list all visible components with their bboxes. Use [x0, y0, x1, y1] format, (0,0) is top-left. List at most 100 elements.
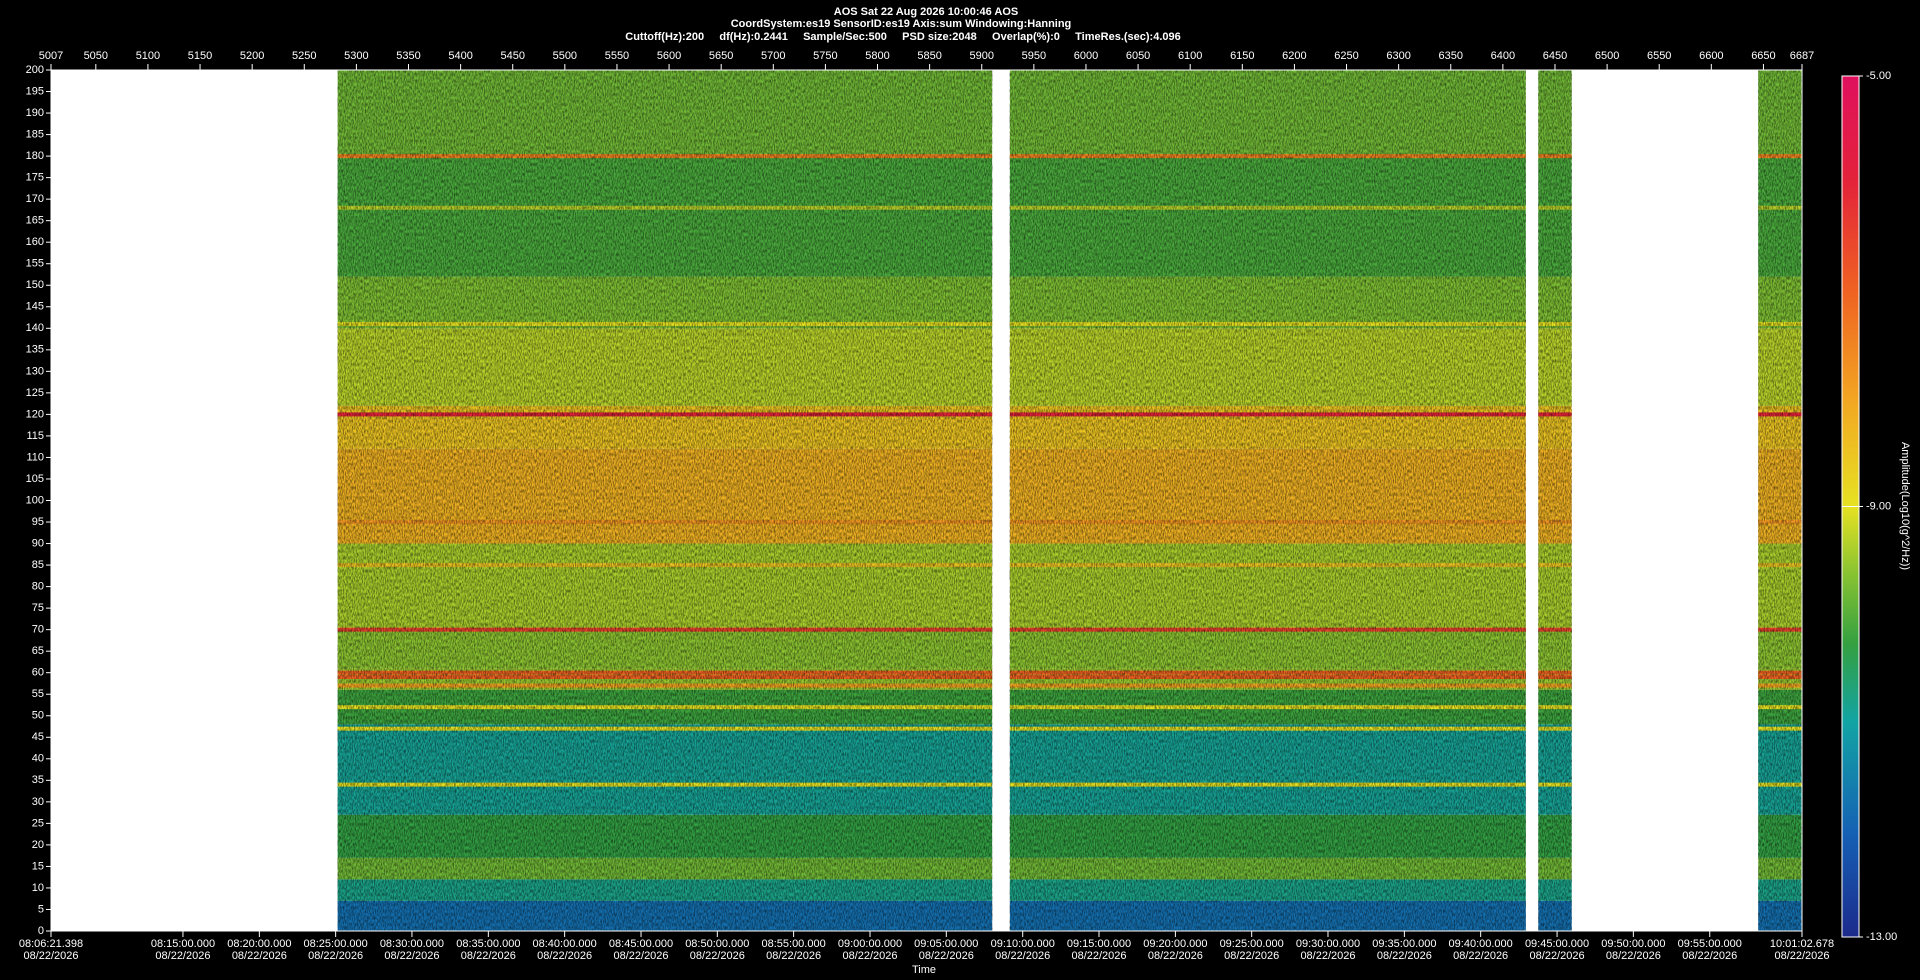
y-tick-label: 5 [38, 903, 44, 915]
x-tick-label: 5100 [136, 50, 160, 62]
y-tick-label: 65 [32, 645, 44, 657]
data-segment [1538, 70, 1572, 931]
y-tick-label: 195 [26, 85, 44, 97]
x-tick-label: 5250 [292, 50, 316, 62]
y-tick-label: 190 [26, 107, 44, 119]
x-axis-label: Time [912, 964, 936, 976]
y-tick-label: 40 [32, 753, 44, 765]
x-tick-label: 5350 [396, 50, 420, 62]
x-tick-label: 5800 [865, 50, 889, 62]
y-tick-label: 165 [26, 215, 44, 227]
x2-tick-label: 09:00:00.000 08/22/2026 [838, 938, 902, 962]
data-segment [1009, 70, 1526, 931]
x-tick-label: 5500 [553, 50, 577, 62]
x-tick-label: 5900 [969, 50, 993, 62]
x2-tick-label: 09:35:00.000 08/22/2026 [1372, 938, 1436, 962]
y-tick-label: 60 [32, 667, 44, 679]
y-tick-label: 0 [38, 925, 44, 937]
colorbar-tick-label: -9.00 [1866, 500, 1891, 512]
y-tick-label: 30 [32, 796, 44, 808]
y-tick-label: 10 [32, 882, 44, 894]
x2-tick-label: 09:15:00.000 08/22/2026 [1067, 938, 1131, 962]
y-tick-label: 100 [26, 494, 44, 506]
x2-tick-label: 10:01:02.678 08/22/2026 [1770, 938, 1834, 962]
settings-line: Cuttoff(Hz):200 df(Hz):0.2441 Sample/Sec… [625, 31, 1181, 43]
data-segment [337, 70, 993, 931]
x2-tick-label: 08:50:00.000 08/22/2026 [685, 938, 749, 962]
colorbar-label: Amplitude(Log10(g^2/Hz)) [1899, 442, 1911, 570]
y-tick-label: 25 [32, 817, 44, 829]
x-tick-label: 6000 [1074, 50, 1098, 62]
x-tick-label: 5400 [448, 50, 472, 62]
x-tick-label: 5007 [39, 50, 63, 62]
x-tick-label: 5850 [917, 50, 941, 62]
x2-tick-label: 08:55:00.000 08/22/2026 [761, 938, 825, 962]
texture [1009, 70, 1526, 931]
y-tick-label: 75 [32, 602, 44, 614]
y-tick-label: 185 [26, 128, 44, 140]
x2-tick-label: 09:45:00.000 08/22/2026 [1525, 938, 1589, 962]
x-tick-label: 6100 [1178, 50, 1202, 62]
x-tick-label: 5600 [657, 50, 681, 62]
y-tick-label: 140 [26, 322, 44, 334]
y-tick-label: 150 [26, 279, 44, 291]
y-tick-label: 35 [32, 774, 44, 786]
x-tick-label: 5750 [813, 50, 837, 62]
texture [1758, 70, 1802, 931]
y-tick-label: 200 [26, 64, 44, 76]
x-tick-label: 5150 [188, 50, 212, 62]
x-tick-label: 6650 [1751, 50, 1775, 62]
y-tick-label: 160 [26, 236, 44, 248]
x-tick-label: 6450 [1543, 50, 1567, 62]
x-tick-label: 6200 [1282, 50, 1306, 62]
y-tick-label: 85 [32, 559, 44, 571]
y-tick-label: 175 [26, 172, 44, 184]
x-tick-label: 6550 [1647, 50, 1671, 62]
x2-tick-label: 09:20:00.000 08/22/2026 [1143, 938, 1207, 962]
x-tick-label: 5700 [761, 50, 785, 62]
x2-tick-label: 08:30:00.000 08/22/2026 [380, 938, 444, 962]
colorbar-tick-label: -13.00 [1866, 931, 1897, 943]
chart-title: AOS Sat 22 Aug 2026 10:00:46 AOS [834, 6, 1018, 18]
y-tick-label: 15 [32, 860, 44, 872]
x2-tick-label: 09:10:00.000 08/22/2026 [991, 938, 1055, 962]
x2-tick-label: 09:05:00.000 08/22/2026 [914, 938, 978, 962]
y-tick-label: 45 [32, 731, 44, 743]
colorbar-tick-label: -5.00 [1866, 70, 1891, 82]
y-tick-label: 105 [26, 473, 44, 485]
y-tick-label: 125 [26, 387, 44, 399]
y-tick-label: 90 [32, 537, 44, 549]
y-tick-label: 70 [32, 624, 44, 636]
x-tick-label: 6600 [1699, 50, 1723, 62]
y-tick-label: 155 [26, 258, 44, 270]
x-tick-label: 6300 [1386, 50, 1410, 62]
chart-subtitle: CoordSystem:es19 SensorID:es19 Axis:sum … [731, 18, 1072, 30]
x-tick-label: 5200 [240, 50, 264, 62]
x2-tick-label: 09:40:00.000 08/22/2026 [1449, 938, 1513, 962]
x2-tick-label: 09:30:00.000 08/22/2026 [1296, 938, 1360, 962]
x-tick-label: 5450 [500, 50, 524, 62]
x2-tick-label: 08:25:00.000 08/22/2026 [304, 938, 368, 962]
x-tick-label: 6250 [1334, 50, 1358, 62]
x2-tick-label: 08:20:00.000 08/22/2026 [227, 938, 291, 962]
x2-tick-label: 08:35:00.000 08/22/2026 [456, 938, 520, 962]
y-tick-label: 50 [32, 710, 44, 722]
y-tick-label: 130 [26, 365, 44, 377]
x2-tick-label: 08:45:00.000 08/22/2026 [609, 938, 673, 962]
x2-tick-label: 08:40:00.000 08/22/2026 [533, 938, 597, 962]
x-tick-label: 5300 [344, 50, 368, 62]
x2-tick-label: 09:55:00.000 08/22/2026 [1678, 938, 1742, 962]
y-tick-label: 95 [32, 516, 44, 528]
x-tick-label: 5050 [84, 50, 108, 62]
x-tick-label: 6050 [1126, 50, 1150, 62]
x2-tick-label: 09:25:00.000 08/22/2026 [1220, 938, 1284, 962]
x-tick-label: 6150 [1230, 50, 1254, 62]
y-tick-label: 80 [32, 581, 44, 593]
y-tick-label: 115 [26, 430, 44, 442]
texture [337, 70, 993, 931]
y-tick-label: 135 [26, 344, 44, 356]
x-tick-label: 6350 [1439, 50, 1463, 62]
x-tick-label: 5950 [1022, 50, 1046, 62]
